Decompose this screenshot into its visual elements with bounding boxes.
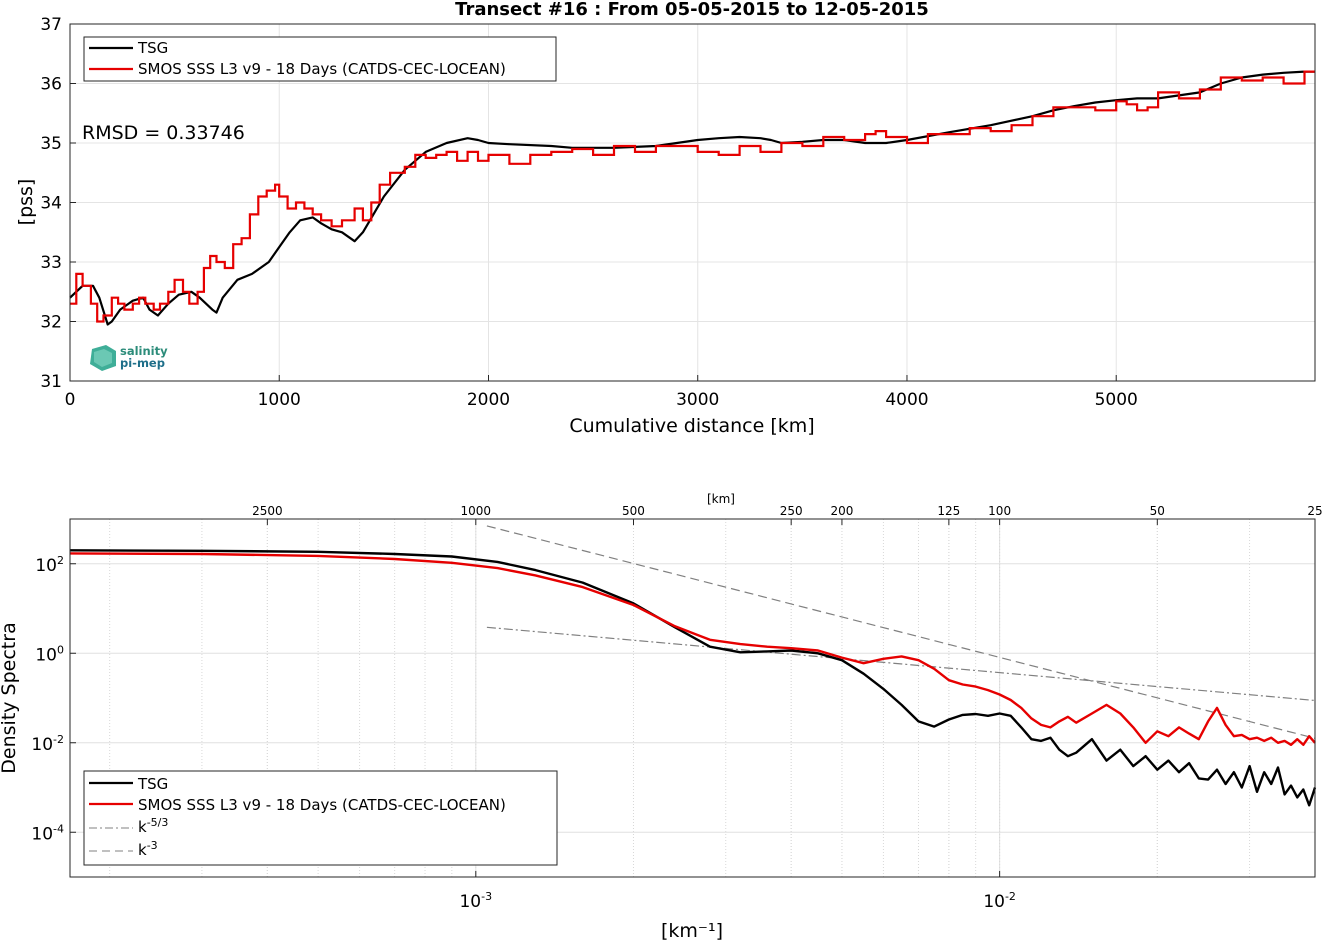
top-x-tick-label: 4000 [885,390,928,410]
bottom-y-tick-label: 10-4 [31,822,64,844]
bottom-ticks: 2500 1000 500 250 200 125 100 50 25 10-3 10-2 10-4 1… [31,504,1322,912]
smos-spectrum-line [69,552,1316,746]
top-y-tick-label: 33 [40,253,62,273]
top-y-tick-label: 31 [40,372,62,392]
rmsd-annotation: RMSD = 0.33746 [82,122,245,144]
tsg-spectrum-line [69,549,1317,807]
top-axis-km-tick-label: 25 [1307,504,1322,518]
top-axis-km-tick-label: 2500 [252,504,283,518]
top-x-tick-label: 3000 [676,390,719,410]
bottom-x-tick-label: 10-3 [459,890,492,912]
bottom-legend-box [83,770,558,866]
top-axis-km-tick-label: 500 [622,504,645,518]
top-y-tick-label: 34 [40,194,62,214]
top-x-tick-label: 0 [65,390,76,410]
top-axis-km-tick-label: 250 [780,504,803,518]
top-ticks: 0 1000 2000 3000 4000 5000 31 32 33 34 35 36 37 [40,15,1137,410]
bottom-x-axis-label: [km⁻¹] [661,920,723,942]
logo-text-pimep: pi-mep [120,356,165,370]
k-5-3-reference-line [486,626,1316,702]
top-x-tick-label: 2000 [467,390,510,410]
bottom-series [69,525,1317,807]
top-y-tick-label: 36 [40,75,62,95]
top-axis-unit-label: [km] [707,492,735,506]
bottom-y-tick-label: 102 [35,554,64,576]
bottom-legend-smos-label: SMOS SSS L3 v9 - 18 Days (CATDS-CEC-LOCE… [138,796,506,814]
top-axis-km-tick-label: 100 [988,504,1011,518]
bottom-legend-k3-label: k-3 [138,839,158,859]
top-x-axis-label: Cumulative distance [km] [569,415,814,437]
bottom-y-axis-label: Density Spectra [0,622,20,773]
tsg-salinity-line [69,70,1315,326]
top-series [69,70,1315,326]
bottom-plot-frame [69,518,1316,878]
chart-title: Transect #16 : From 05-05-2015 to 12-05-… [455,0,929,20]
smos-salinity-line [70,70,1315,323]
top-x-tick-label: 1000 [258,390,301,410]
top-y-tick-label: 32 [40,313,62,333]
logo-text-salinity: salinity [120,344,168,358]
bottom-legend-tsg-label: TSG [137,775,168,793]
top-axis-km-tick-label: 50 [1150,504,1165,518]
bottom-x-tick-label: 10-2 [983,890,1016,912]
top-y-axis-label: [pss] [15,179,37,226]
salinity-pi-mep-logo: salinity pi-mep [90,344,168,371]
top-y-tick-label: 35 [40,134,62,154]
bottom-legend: TSG SMOS SSS L3 v9 - 18 Days (CATDS-CEC-… [83,770,558,866]
top-axis-km-tick-label: 200 [830,504,853,518]
top-y-tick-label: 37 [40,15,62,35]
k-3-reference-line [486,525,1316,739]
top-legend: TSG SMOS SSS L3 v9 - 18 Days (CATDS-CEC-… [83,36,557,82]
bottom-y-tick-label: 100 [35,643,64,665]
bottom-y-tick-label: 10-2 [31,733,64,755]
top-x-tick-label: 5000 [1095,390,1138,410]
top-axis-km-tick-label: 1000 [461,504,492,518]
legend-smos-label: SMOS SSS L3 v9 - 18 Days (CATDS-CEC-LOCE… [138,60,506,78]
bottom-legend-k53-label: k-5/3 [138,816,168,836]
top-legend-box [83,36,557,82]
legend-tsg-label: TSG [137,39,168,57]
top-axis-km-tick-label: 125 [937,504,960,518]
